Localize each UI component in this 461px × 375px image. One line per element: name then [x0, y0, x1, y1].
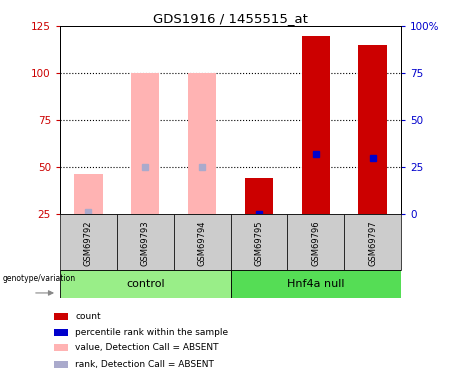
- Bar: [230, 270, 401, 298]
- Text: GSM69795: GSM69795: [254, 220, 263, 266]
- Bar: [60, 214, 117, 270]
- Text: Hnf4a null: Hnf4a null: [287, 279, 344, 289]
- Bar: [117, 214, 174, 270]
- Bar: [74, 174, 102, 214]
- Bar: [54, 361, 68, 368]
- Text: GSM69793: GSM69793: [141, 220, 150, 266]
- Text: GSM69794: GSM69794: [198, 220, 207, 266]
- Title: GDS1916 / 1455515_at: GDS1916 / 1455515_at: [153, 12, 308, 25]
- Bar: [54, 344, 68, 351]
- Bar: [54, 328, 68, 336]
- Bar: [358, 45, 387, 214]
- Bar: [245, 178, 273, 214]
- Bar: [174, 214, 230, 270]
- Text: percentile rank within the sample: percentile rank within the sample: [75, 328, 228, 337]
- Bar: [230, 214, 287, 270]
- Bar: [287, 214, 344, 270]
- Bar: [301, 36, 330, 214]
- Bar: [344, 214, 401, 270]
- Text: value, Detection Call = ABSENT: value, Detection Call = ABSENT: [75, 344, 219, 352]
- Text: control: control: [126, 279, 165, 289]
- Bar: [131, 73, 160, 214]
- Text: count: count: [75, 312, 101, 321]
- Text: genotype/variation: genotype/variation: [3, 274, 76, 284]
- Bar: [54, 313, 68, 320]
- Bar: [60, 270, 230, 298]
- Text: GSM69796: GSM69796: [311, 220, 320, 266]
- Bar: [188, 73, 216, 214]
- Text: GSM69792: GSM69792: [84, 220, 93, 266]
- Text: GSM69797: GSM69797: [368, 220, 377, 266]
- Text: rank, Detection Call = ABSENT: rank, Detection Call = ABSENT: [75, 360, 214, 369]
